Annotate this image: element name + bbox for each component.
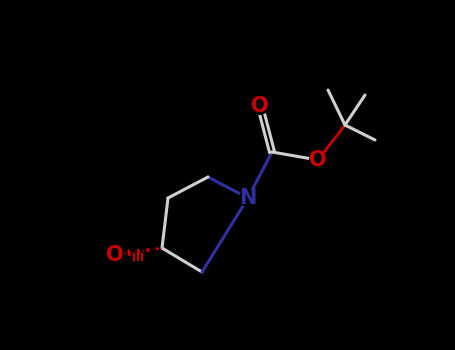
Circle shape <box>107 247 123 263</box>
Circle shape <box>310 152 326 168</box>
Text: O: O <box>251 96 269 116</box>
Circle shape <box>240 190 256 206</box>
Circle shape <box>252 98 268 114</box>
Text: III: III <box>132 253 144 263</box>
Text: N: N <box>239 188 257 208</box>
Text: O: O <box>106 245 124 265</box>
Text: O: O <box>309 150 327 170</box>
